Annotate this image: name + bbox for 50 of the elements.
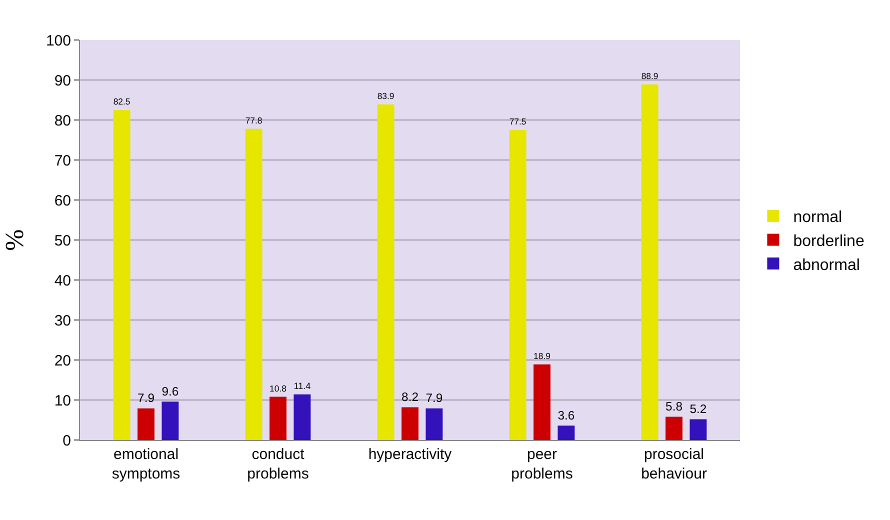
data-label: 8.2 <box>402 390 419 404</box>
bar <box>402 407 418 440</box>
bar <box>377 104 394 440</box>
x-tick-label: conduct problems <box>247 446 309 482</box>
bar <box>426 408 443 440</box>
bar <box>641 84 658 440</box>
data-label: 82.5 <box>113 96 130 107</box>
x-tick-label: hyperactivity <box>368 446 452 463</box>
bar <box>666 416 682 440</box>
data-label: 88.9 <box>641 71 658 82</box>
data-label: 11.4 <box>294 380 311 391</box>
legend-label: normal <box>793 209 842 226</box>
y-tick-label: 60 <box>54 192 71 210</box>
data-label: 9.6 <box>162 384 179 398</box>
x-tick-label: emotional symptoms <box>112 446 180 482</box>
data-label: 7.9 <box>138 391 155 406</box>
y-tick-label: 30 <box>54 312 71 330</box>
y-tick-label: 90 <box>54 72 71 90</box>
data-label: 5.2 <box>690 402 707 416</box>
bar <box>162 402 179 440</box>
bar <box>558 426 575 440</box>
data-label: 77.5 <box>509 116 526 127</box>
data-label: 5.8 <box>666 400 683 414</box>
data-label: 83.9 <box>377 91 394 102</box>
data-label: 18.9 <box>534 351 551 362</box>
x-tick-label: prosocial behaviour <box>641 446 707 482</box>
bar <box>690 419 707 440</box>
data-label: 77.8 <box>245 115 262 126</box>
bar <box>113 110 130 440</box>
bar <box>270 396 286 440</box>
y-tick-label: 50 <box>54 232 71 250</box>
data-label: 10.8 <box>270 383 287 394</box>
data-label: 3.6 <box>558 408 575 422</box>
data-label: 7.9 <box>426 391 443 406</box>
bar <box>534 364 550 440</box>
y-tick-label: 80 <box>54 112 71 130</box>
bar <box>509 130 526 440</box>
x-tick-label: peer problems <box>511 446 573 482</box>
y-axis-title: % <box>0 229 29 251</box>
y-tick-label: 100 <box>46 32 71 50</box>
y-tick-label: 40 <box>54 272 71 290</box>
bar <box>294 394 311 440</box>
y-tick-label: 10 <box>54 392 71 410</box>
y-tick-label: 20 <box>54 352 71 370</box>
legend-label: borderline <box>793 232 864 250</box>
y-tick-label: 0 <box>62 432 71 450</box>
legend-label: abnormal <box>793 256 860 274</box>
bar <box>245 128 262 440</box>
bar <box>138 408 154 440</box>
y-tick-label: 70 <box>54 152 71 170</box>
